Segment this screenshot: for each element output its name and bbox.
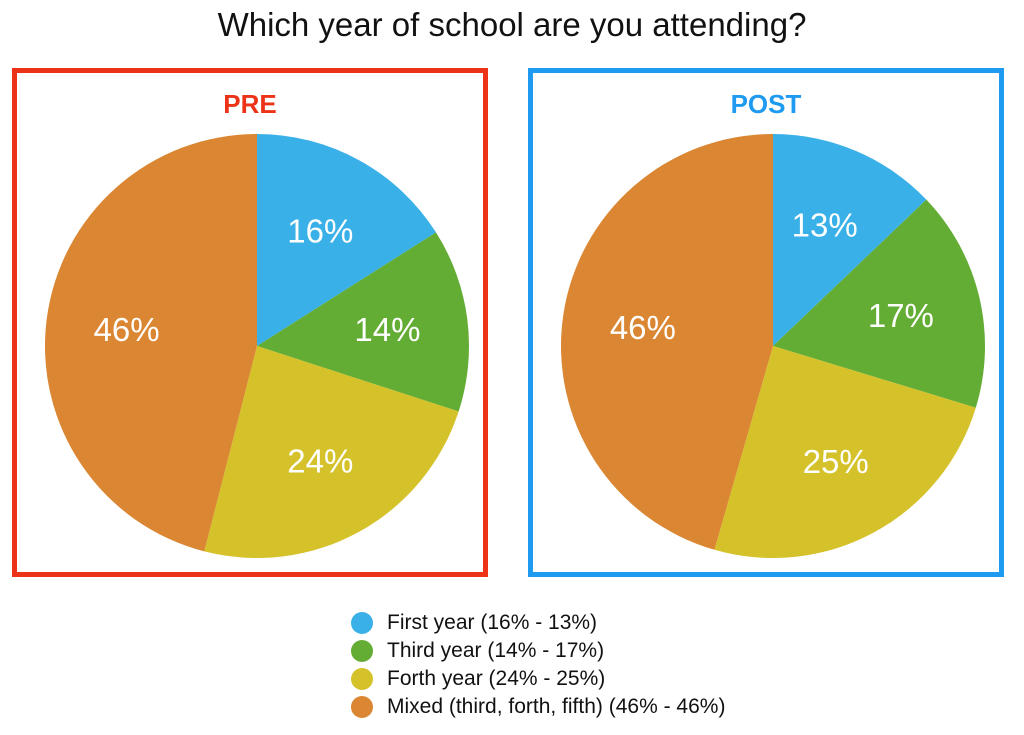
legend-item-third-year: Third year (14% - 17%) [351, 637, 725, 665]
post-label-first-year: 13% [792, 207, 858, 244]
pre-slice-forth-year [204, 346, 459, 558]
post-slice-third-year [773, 199, 985, 408]
post-label-forth-year: 25% [803, 443, 869, 480]
pre-label-first-year: 16% [287, 212, 353, 249]
post-label-mixed: 46% [610, 309, 676, 346]
legend-label-third-year: Third year (14% - 17%) [387, 639, 605, 662]
pre-panel-title: PRE [223, 89, 277, 119]
legend-dot-third-year [351, 640, 373, 662]
post-slice-first-year [773, 134, 927, 346]
legend-item-mixed: Mixed (third, forth, fifth) (46% - 46%) [351, 693, 725, 721]
pre-slice-mixed [44, 134, 258, 552]
legend-dot-mixed [351, 696, 373, 718]
post-pie-chart: 13% 17% 25% 46% [561, 134, 985, 558]
pre-panel: PRE 16% 14% 24% 46% [12, 68, 488, 577]
pre-label-forth-year: 24% [287, 443, 353, 480]
post-panel-title: POST [730, 89, 802, 119]
pre-pie-chart: 16% 14% 24% 46% [44, 134, 470, 558]
chart-title: Which year of school are you attending? [217, 6, 807, 43]
post-slice-mixed [561, 134, 773, 550]
pre-label-third-year: 14% [354, 311, 420, 348]
legend-item-forth-year: Forth year (24% - 25%) [351, 665, 725, 693]
legend-dot-forth-year [351, 668, 373, 690]
pre-slice-third-year [257, 232, 470, 412]
pre-label-mixed: 46% [94, 311, 160, 348]
legend-item-first-year: First year (16% - 13%) [351, 609, 725, 637]
legend: First year (16% - 13%) Third year (14% -… [351, 609, 725, 721]
legend-label-mixed: Mixed (third, forth, fifth) (46% - 46%) [387, 695, 726, 718]
pre-slice-first-year [257, 134, 436, 346]
legend-label-first-year: First year (16% - 13%) [387, 611, 598, 634]
legend-label-forth-year: Forth year (24% - 25%) [387, 667, 606, 690]
post-slice-forth-year [714, 346, 976, 558]
post-label-third-year: 17% [868, 297, 934, 334]
post-panel: POST 13% 17% 25% 46% [528, 68, 1004, 577]
legend-dot-first-year [351, 612, 373, 634]
